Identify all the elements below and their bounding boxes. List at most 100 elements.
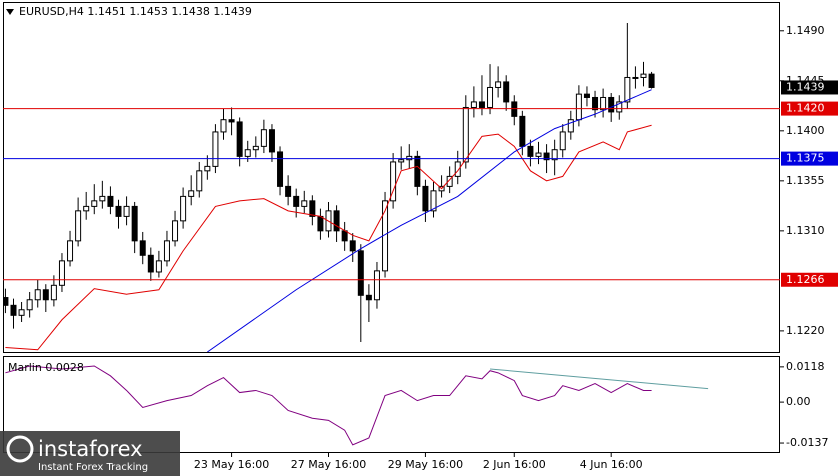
candle-body [519, 115, 526, 147]
indicator-plot [5, 365, 709, 446]
candle-body [204, 165, 211, 172]
candle-body [83, 205, 90, 212]
watermark-tagline: Instant Forex Tracking [38, 462, 148, 473]
candle-body [430, 190, 437, 212]
candle-body [58, 260, 65, 286]
candle-body [470, 101, 477, 108]
indicator-line [489, 368, 709, 390]
last-price-label: 1.1439 [786, 80, 825, 93]
candle-body [333, 210, 340, 232]
candle-body [624, 76, 631, 103]
candle-body [155, 260, 162, 273]
candle-body [75, 210, 82, 242]
candle-body [454, 161, 461, 177]
candle-body [131, 205, 138, 242]
level-label-box [781, 101, 838, 116]
candle-body [139, 240, 146, 256]
candle-body [18, 309, 25, 316]
candle-body [147, 254, 154, 273]
candle-body [462, 106, 469, 163]
candle-body [244, 149, 251, 157]
candle-body [293, 195, 300, 207]
chart-title: EURUSD,H4 1.1451 1.1453 1.1438 1.1439 [19, 5, 252, 18]
candle-body [446, 175, 453, 187]
indicator-pane-border [3, 356, 780, 453]
candle-body [220, 119, 227, 133]
candle-body [365, 294, 372, 301]
candle-body [648, 73, 655, 88]
candle-body [608, 96, 615, 113]
level-label: 1.1266 [786, 273, 825, 286]
axes: 1.14901.14451.14001.13551.13101.12201.14… [194, 24, 838, 471]
candle-body [285, 185, 292, 197]
candle-body [398, 159, 405, 163]
candle-body [511, 101, 518, 117]
candle-body [3, 297, 9, 306]
candle-body [422, 185, 429, 212]
indicator-line [5, 124, 652, 351]
candle-body [567, 119, 574, 133]
y-tick-label: 1.1490 [786, 24, 825, 37]
candle-body [478, 101, 485, 108]
candle-body [42, 289, 49, 301]
menu-triangle [6, 9, 14, 15]
candle-body [414, 155, 421, 187]
candle-body [115, 205, 122, 217]
candle-body [163, 240, 170, 262]
watermark-logo [6, 435, 34, 463]
x-tick-label: 2 Jun 16:00 [483, 458, 546, 471]
candle-body [559, 131, 566, 151]
watermark-brand: instaforex [38, 437, 143, 461]
y-tick-label: 1.1355 [786, 174, 825, 187]
candle-body [357, 250, 364, 296]
candle-body [373, 270, 380, 301]
x-tick-label: 27 May 16:00 [291, 458, 366, 471]
candle-body [50, 284, 57, 301]
candle-body [228, 119, 235, 123]
candle-body [180, 195, 187, 222]
candle-body [487, 86, 494, 108]
candle-body [632, 76, 639, 79]
level-label-box [781, 151, 838, 166]
candle-body [252, 145, 259, 151]
indicator-title: Marlin 0.0028 [8, 361, 84, 374]
candle-body [543, 152, 550, 161]
last-price-box [781, 80, 838, 95]
candle-body [341, 230, 348, 242]
candle-body [309, 200, 316, 217]
candle-body [640, 73, 647, 78]
y-tick-label: 0.0118 [786, 360, 825, 373]
candle-body [575, 93, 582, 121]
candle-body [212, 131, 219, 167]
candle-body [99, 195, 106, 202]
candle-body [592, 96, 599, 111]
level-label: 1.1375 [786, 152, 825, 165]
candle-body [91, 200, 98, 207]
indicator-line [207, 89, 652, 352]
candle-body [268, 129, 275, 153]
main-plot [3, 23, 780, 352]
candle-body [196, 170, 203, 192]
x-tick-label: 29 May 16:00 [388, 458, 463, 471]
candle-body [317, 215, 324, 232]
indicator-line [5, 365, 652, 446]
level-label-box [781, 272, 838, 287]
x-tick-label: 23 May 16:00 [194, 458, 269, 471]
y-tick-label: 1.1400 [786, 124, 825, 137]
y-tick-label: 1.1310 [786, 224, 825, 237]
y-tick-label: 1.1220 [786, 324, 825, 337]
candle-body [583, 93, 590, 98]
candle-body [349, 240, 356, 252]
level-label: 1.1420 [786, 102, 825, 115]
x-tick-label: 4 Jun 16:00 [580, 458, 643, 471]
candle-body [527, 145, 534, 157]
candle-body [34, 289, 41, 301]
candle-body [172, 220, 179, 242]
candle-body [123, 205, 130, 217]
candle-body [236, 121, 243, 157]
candle-body [188, 190, 195, 197]
candle-body [107, 195, 114, 207]
candle-body [503, 81, 510, 103]
